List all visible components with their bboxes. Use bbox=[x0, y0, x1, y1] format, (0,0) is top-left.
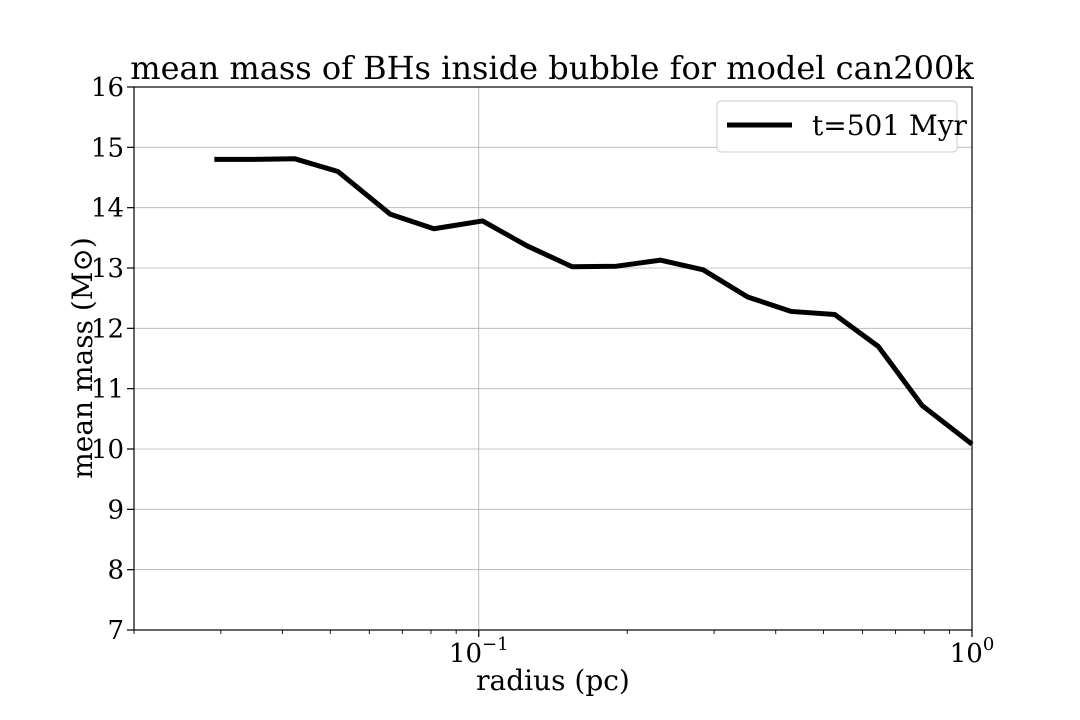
y-tick-label: 12 bbox=[91, 314, 124, 344]
plot-frame bbox=[133, 86, 973, 631]
y-axis-label: mean mass (M⊙) bbox=[66, 237, 99, 479]
y-tick-label: 7 bbox=[107, 616, 124, 646]
y-tick-label: 9 bbox=[107, 495, 124, 525]
x-tick-label: 100 bbox=[950, 634, 995, 669]
ticks: 7 8 9 10 11 12 13 14 15 16 10−1 100 bbox=[91, 73, 994, 669]
y-tick-label: 11 bbox=[91, 375, 124, 405]
y-tick-label: 10 bbox=[91, 435, 124, 465]
y-tick-label: 13 bbox=[91, 254, 124, 284]
y-tick-label: 16 bbox=[91, 73, 124, 103]
x-tick-label: 10−1 bbox=[449, 634, 509, 669]
chart-title: mean mass of BHs inside bubble for model… bbox=[130, 49, 974, 87]
legend: t=501 Myr bbox=[716, 100, 968, 153]
series-layer bbox=[214, 156, 974, 447]
y-tick-label: 8 bbox=[107, 556, 124, 586]
grid-lines bbox=[134, 86, 973, 631]
legend-label: t=501 Myr bbox=[812, 109, 968, 142]
y-tick-label: 14 bbox=[91, 194, 124, 224]
x-axis-label: radius (pc) bbox=[476, 664, 630, 697]
legend-box bbox=[716, 100, 958, 153]
y-tick-label: 15 bbox=[91, 133, 124, 163]
series-line bbox=[214, 156, 974, 447]
